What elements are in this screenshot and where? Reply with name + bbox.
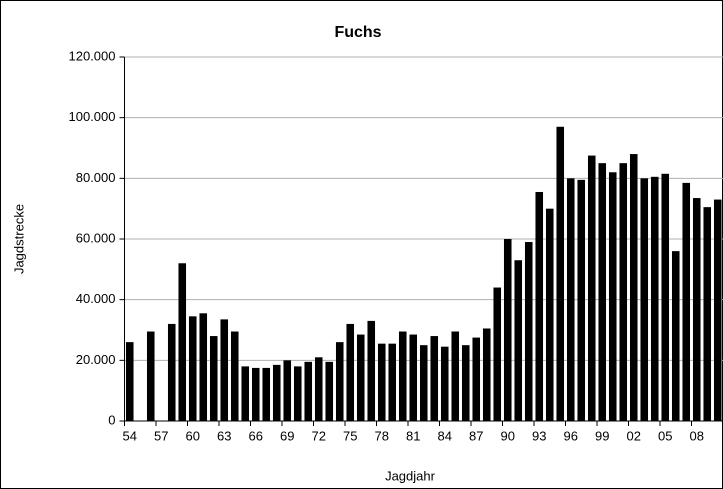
- x-tick-label: 78: [375, 428, 389, 443]
- bar: [199, 313, 208, 421]
- bar: [251, 367, 260, 421]
- x-tick-label: 84: [438, 428, 452, 443]
- x-tick-label: 99: [595, 428, 609, 443]
- bar: [608, 172, 617, 421]
- bar: [629, 154, 638, 422]
- x-axis-label: Jagdjahr: [385, 468, 436, 483]
- x-tick-label: 08: [690, 428, 704, 443]
- bar: [692, 198, 701, 421]
- bar: [398, 331, 407, 421]
- bar: [178, 263, 187, 421]
- bar: [503, 239, 512, 421]
- bar: [524, 242, 533, 421]
- bar: [514, 260, 523, 421]
- bar: [566, 178, 575, 421]
- bar: [188, 316, 197, 421]
- bar: [482, 328, 491, 421]
- x-tick-label: 02: [627, 428, 641, 443]
- x-tick-label: 75: [343, 428, 357, 443]
- bar: [262, 367, 271, 421]
- x-tick-label: 57: [154, 428, 168, 443]
- bar: [293, 366, 302, 421]
- bar: [367, 320, 376, 421]
- bar: [220, 319, 229, 421]
- bar: [283, 360, 292, 421]
- bar: [377, 343, 386, 421]
- bar: [640, 178, 649, 421]
- bar: [682, 182, 691, 421]
- bar: [335, 342, 344, 421]
- x-tick-label: 81: [406, 428, 420, 443]
- bar: [272, 364, 281, 421]
- bar: [440, 346, 449, 421]
- y-tick-label: 0: [108, 412, 115, 427]
- bar: [430, 336, 439, 421]
- bar: [346, 323, 355, 421]
- bar: [713, 199, 722, 421]
- bar: [472, 337, 481, 421]
- bar: [587, 155, 596, 422]
- bar: [314, 357, 323, 421]
- x-tick-label: 93: [532, 428, 546, 443]
- bar: [577, 179, 586, 421]
- x-tick-label: 63: [217, 428, 231, 443]
- y-axis-label: Jagdstrecke: [11, 204, 26, 274]
- bar: [230, 331, 239, 421]
- bar: [650, 176, 659, 421]
- bar: [388, 343, 397, 421]
- bar: [461, 345, 470, 421]
- bar: [356, 334, 365, 421]
- bar: [493, 287, 502, 421]
- bar: [661, 173, 670, 421]
- bar: [451, 331, 460, 421]
- bar: [409, 334, 418, 421]
- bar: [703, 207, 712, 421]
- y-tick-label: 60.000: [76, 230, 116, 245]
- bar: [598, 163, 607, 421]
- bar: [146, 331, 155, 421]
- bar: [419, 345, 428, 421]
- bar: [304, 361, 313, 421]
- y-tick-label: 120.000: [69, 48, 116, 63]
- x-tick-label: 66: [249, 428, 263, 443]
- x-tick-label: 54: [123, 428, 137, 443]
- bar: [241, 366, 250, 421]
- y-tick-label: 100.000: [69, 109, 116, 124]
- bar: [556, 126, 565, 422]
- bar: [125, 342, 134, 421]
- y-tick-label: 80.000: [76, 170, 116, 185]
- bar: [167, 323, 176, 421]
- x-tick-label: 72: [312, 428, 326, 443]
- x-tick-label: 60: [186, 428, 200, 443]
- x-tick-label: 87: [469, 428, 483, 443]
- x-tick-label: 90: [501, 428, 515, 443]
- x-tick-label: 96: [564, 428, 578, 443]
- bar: [209, 336, 218, 421]
- bar: [325, 361, 334, 421]
- bar: [545, 208, 554, 421]
- x-tick-label: 05: [658, 428, 672, 443]
- bar: [671, 251, 680, 421]
- y-tick-label: 40.000: [76, 291, 116, 306]
- bar: [619, 163, 628, 421]
- bar: [535, 191, 544, 421]
- x-tick-label: 69: [280, 428, 294, 443]
- chart-title: Fuchs: [334, 24, 381, 41]
- y-tick-label: 20.000: [76, 352, 116, 367]
